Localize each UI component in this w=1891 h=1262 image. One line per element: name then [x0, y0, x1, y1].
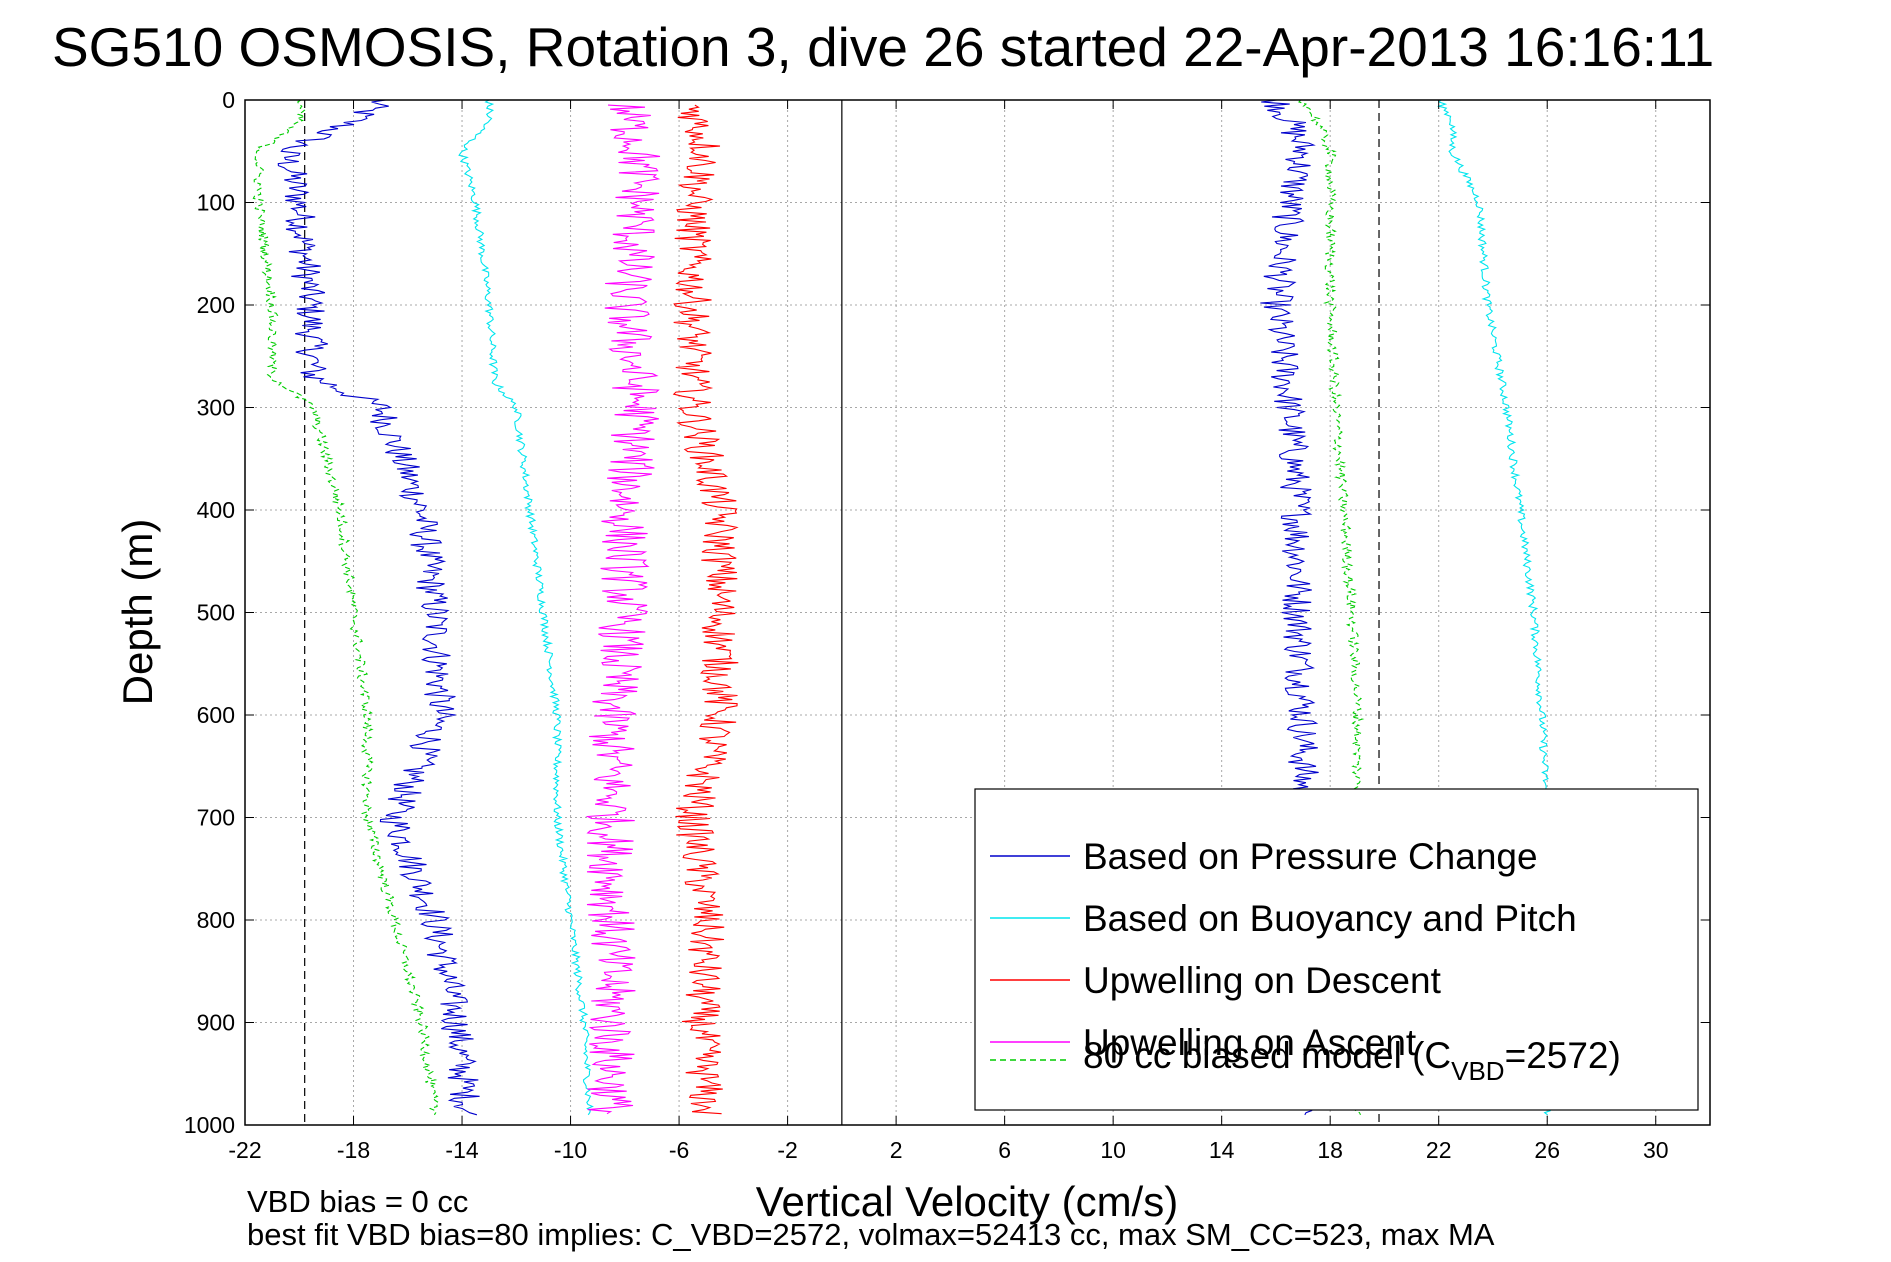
y-tick-label: 0 — [222, 87, 235, 113]
y-tick-label: 500 — [197, 600, 235, 626]
y-tick-label: 900 — [197, 1010, 235, 1036]
series-line-1-descent — [277, 99, 480, 1116]
grid — [244, 99, 1710, 1126]
y-tick-label: 700 — [197, 805, 235, 831]
legend-label: Based on Buoyancy and Pitch — [1083, 898, 1577, 939]
x-axis-ticks: -22 -18 -14 -10 -6 -2 2 6 10 14 18 22 26 30 — [228, 100, 1669, 1163]
y-tick-label: 800 — [197, 907, 235, 933]
x-axis-label: Vertical Velocity (cm/s) — [756, 1178, 1178, 1225]
reference-lines — [304, 100, 1380, 1125]
x-tick-label: -14 — [445, 1137, 478, 1163]
legend: Based on Pressure Change Based on Buoyanc… — [974, 788, 1699, 1111]
y-tick-label: 600 — [197, 702, 235, 728]
x-tick-label: 22 — [1426, 1137, 1452, 1163]
legend-label: Upwelling on Descent — [1083, 960, 1442, 1001]
y-tick-label: 400 — [197, 497, 235, 523]
x-tick-label: 14 — [1209, 1137, 1235, 1163]
y-axis-ticks: 0 100 200 300 400 500 600 700 800 900 1000 — [184, 87, 1710, 1138]
series-line-2-descent — [458, 99, 594, 1116]
y-tick-label: 100 — [197, 190, 235, 216]
x-tick-label: 10 — [1100, 1137, 1126, 1163]
x-tick-label: 18 — [1317, 1137, 1343, 1163]
legend-model-suffix: =2572) — [1505, 1035, 1621, 1076]
series-line-5-descent — [252, 99, 439, 1116]
legend-model-label: 80 cc biased model (CVBD=2572) — [1083, 1035, 1621, 1086]
x-tick-label: -22 — [228, 1137, 261, 1163]
y-axis-label: Depth (m) — [114, 519, 161, 706]
footer-line-2: best fit VBD bias=80 implies: C_VBD=2572… — [247, 1217, 1495, 1252]
chart-title: SG510 OSMOSIS, Rotation 3, dive 26 start… — [52, 16, 1714, 78]
legend-model-prefix: 80 cc biased model (C — [1083, 1035, 1451, 1076]
x-tick-label: -6 — [669, 1137, 689, 1163]
footer-line-1: VBD bias = 0 cc — [247, 1184, 468, 1219]
y-tick-label: 200 — [197, 292, 235, 318]
series-line-3-descent — [672, 104, 739, 1115]
y-tick-label: 1000 — [184, 1112, 235, 1138]
legend-items: Based on Pressure Change Based on Buoyanc… — [990, 836, 1577, 1063]
x-tick-label: 6 — [998, 1137, 1011, 1163]
y-tick-label: 300 — [197, 395, 235, 421]
legend-label: Based on Pressure Change — [1083, 836, 1538, 877]
legend-model-subscript: VBD — [1451, 1056, 1504, 1086]
x-tick-label: -18 — [337, 1137, 370, 1163]
series-line-4-descent — [585, 104, 661, 1115]
x-tick-label: -2 — [777, 1137, 797, 1163]
x-tick-label: -10 — [554, 1137, 587, 1163]
x-tick-label: 30 — [1643, 1137, 1669, 1163]
legend-label: Upwelling on Ascent — [1083, 1022, 1417, 1063]
legend-box — [974, 788, 1699, 1111]
x-tick-label: 2 — [890, 1137, 903, 1163]
x-tick-label: 26 — [1534, 1137, 1560, 1163]
